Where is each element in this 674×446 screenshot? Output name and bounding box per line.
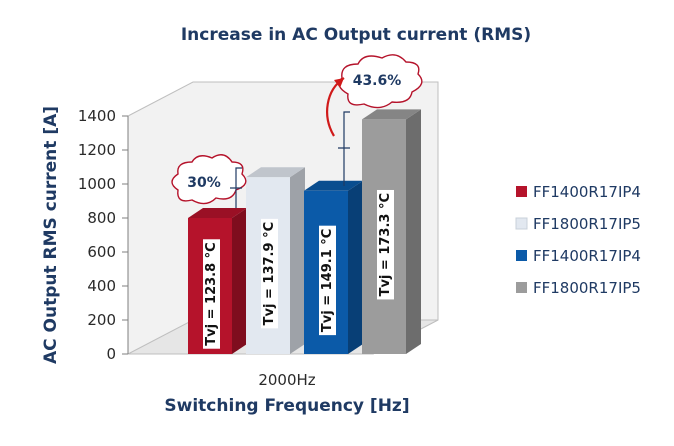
bar-label-background [203, 239, 220, 349]
y-tick-label: 600 [87, 243, 116, 261]
cloud-shape [171, 154, 247, 205]
legend-label: FF1400R17IP4 [533, 247, 641, 265]
y-tick-label: 200 [87, 311, 116, 329]
y-tick-label: 1400 [78, 107, 116, 125]
legend-swatch [516, 186, 527, 197]
legend-label: FF1800R17IP5 [533, 215, 641, 233]
callout-43-percent: 43.6% [338, 54, 423, 109]
bar-top [304, 180, 363, 191]
bar-label-background [261, 218, 278, 329]
y-tick-label: 1200 [78, 141, 116, 159]
legend-label: FF1400R17IP4 [533, 183, 641, 201]
callout-30-percent: 30% [171, 154, 247, 205]
legend-swatch [515, 217, 528, 230]
cloud-shape-2 [338, 54, 423, 109]
bar-value-label: Tvj = 137.9 °C [262, 222, 277, 325]
bar-2 [246, 167, 305, 354]
bar-value-label: Tvj = 123.8 °C [204, 242, 219, 345]
callout-30-text: 30% [187, 175, 221, 191]
y-axis-title: AC Output RMS current [A] [41, 106, 61, 364]
legend-label: FF1800R17IP5 [533, 279, 641, 297]
y-tick-label: 400 [87, 277, 116, 295]
bar-side [406, 109, 421, 355]
bar-top [188, 208, 247, 218]
bar-value-label: Tvj = 173.3 °C [378, 193, 393, 296]
y-tick-label: 800 [87, 209, 116, 227]
x-axis-title: Switching Frequency [Hz] [164, 396, 409, 416]
bar-label-background [319, 225, 336, 336]
bracket-2 [338, 111, 350, 186]
bar-side [348, 180, 363, 354]
bar-4 [362, 109, 421, 355]
x-tick-label: 2000Hz [258, 371, 315, 389]
bar-top [362, 109, 421, 120]
bar-label-background [377, 189, 394, 300]
bar-side [290, 167, 305, 354]
y-tick-label: 0 [106, 345, 116, 363]
legend-swatch [516, 250, 527, 261]
bar-side [232, 208, 247, 354]
bar-top [246, 167, 305, 178]
bar-value-label: Tvj = 149.1 °C [320, 229, 335, 332]
chart-title: Increase in AC Output current (RMS) [181, 25, 531, 45]
bracket-1 [230, 167, 242, 208]
callout-43-text: 43.6% [353, 73, 402, 89]
legend-swatch [516, 282, 527, 293]
y-tick-label: 1000 [78, 175, 116, 193]
increase-arrow-head [334, 78, 344, 88]
